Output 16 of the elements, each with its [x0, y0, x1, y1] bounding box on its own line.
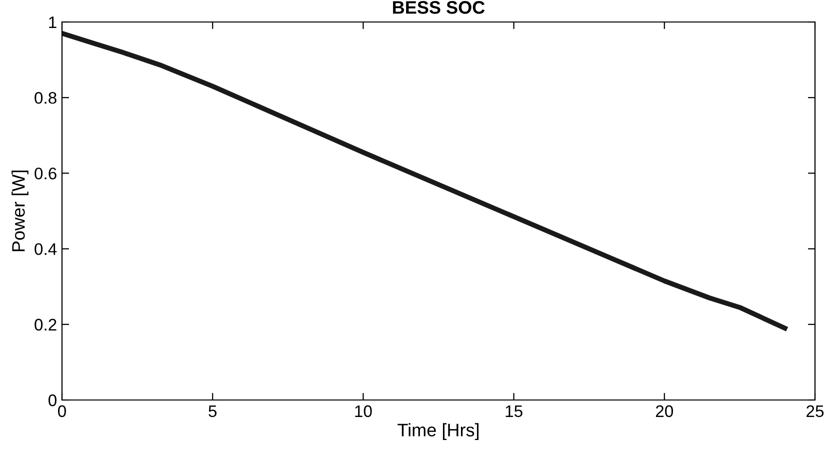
x-tick-label: 5 — [208, 405, 217, 418]
x-axis-title: Time [Hrs] — [398, 423, 478, 440]
y-tick-label: 1 — [49, 16, 56, 28]
y-tick-label: 0.6 — [34, 168, 56, 180]
y-tick-label: 0.2 — [34, 318, 56, 331]
x-tick-label: 20 — [656, 405, 674, 418]
line-series — [62, 30, 788, 331]
chart-title: BESS SOC — [393, 1, 485, 14]
y-tick-label: 0.8 — [34, 92, 56, 104]
x-tick-label: 0 — [58, 405, 66, 418]
y-tick-label: 0 — [48, 394, 56, 406]
y-axis-title: Power [W] — [12, 170, 28, 252]
x-tick-label: 15 — [506, 405, 522, 418]
y-tick-label: 0.4 — [34, 243, 57, 256]
x-tick-label: 10 — [355, 405, 372, 418]
x-tick-label: 25 — [806, 405, 824, 418]
